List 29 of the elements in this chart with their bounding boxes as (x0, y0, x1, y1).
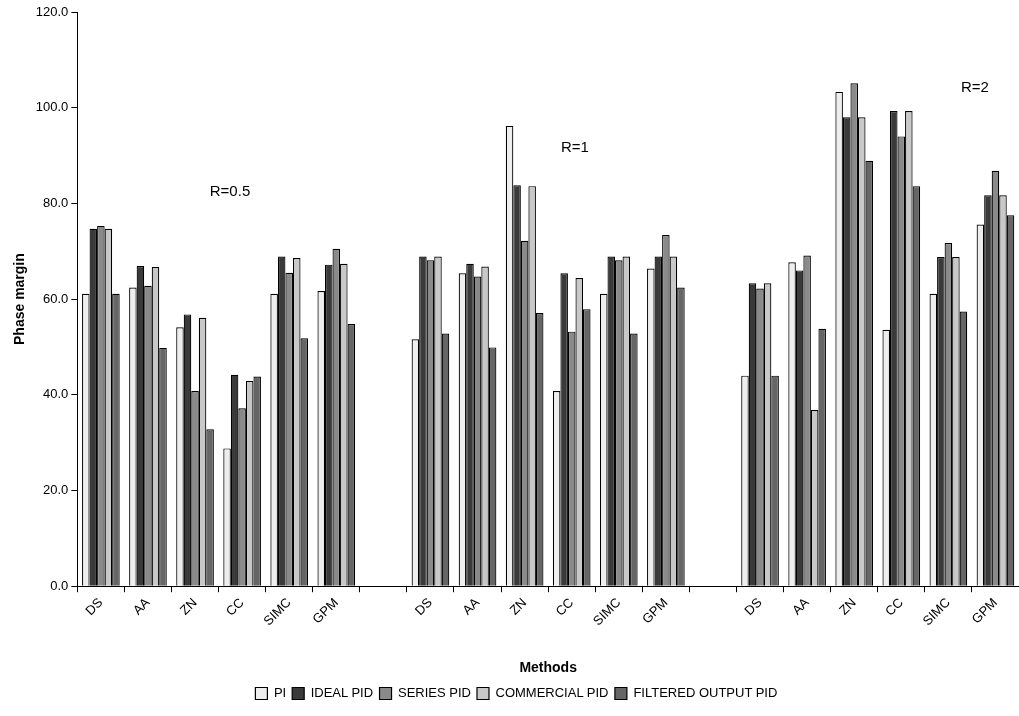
x-tick-label: ZN (506, 594, 530, 618)
legend-label: SERIES PID (398, 685, 471, 701)
y-tick-label: 120.0 (35, 3, 69, 19)
x-tick-label: DS (82, 594, 106, 619)
x-tick-label: ZN (176, 594, 200, 618)
y-tick-label: 60.0 (43, 290, 69, 306)
y-tick-label: 100.0 (35, 99, 69, 115)
x-tick-label: CC (552, 594, 577, 619)
x-tick-label: AA (129, 594, 153, 618)
y-tick-label: 40.0 (43, 386, 69, 402)
x-tick-label: AA (459, 594, 483, 618)
annotation: R=1 (561, 138, 589, 156)
y-tick-label: 20.0 (43, 482, 69, 498)
x-tick-label: CC (882, 594, 906, 619)
annotation: R=0.5 (209, 182, 251, 200)
legend-label: FILTERED OUTPUT PID (633, 685, 778, 701)
x-tick-label: DS (411, 594, 436, 619)
x-axis-title: Methods (519, 659, 578, 676)
x-tick-label: CC (222, 594, 247, 619)
x-tick-label: ZN (835, 594, 859, 618)
legend-label: IDEAL PID (310, 685, 374, 701)
x-tick-label: AA (788, 594, 813, 618)
y-tick-label: 0.0 (50, 577, 69, 593)
annotation: R=2 (961, 78, 989, 96)
x-tick-label: DS (741, 594, 765, 619)
legend-label: COMMERCIAL PID (495, 685, 609, 701)
y-axis-title: Phase margin (11, 253, 28, 346)
y-tick-label: 80.0 (43, 194, 69, 210)
legend-label: PI (273, 685, 287, 701)
